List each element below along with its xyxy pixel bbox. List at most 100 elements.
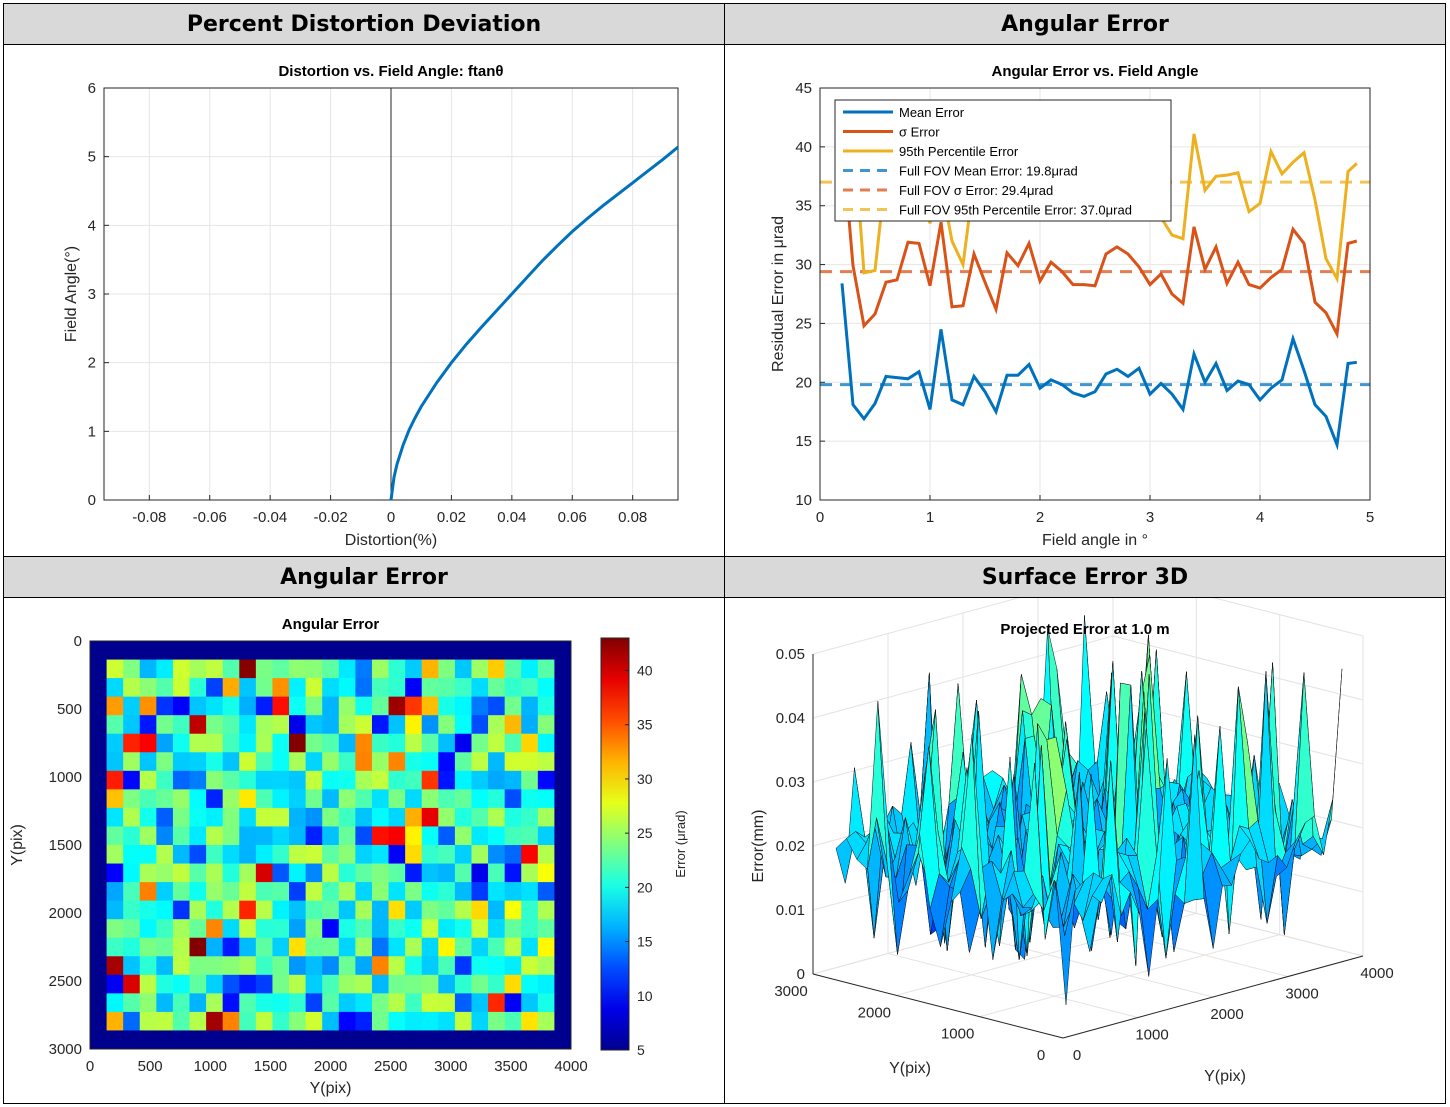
heatmap-cell: [322, 937, 340, 957]
heatmap-cell: [289, 715, 307, 735]
heatmap-cell: [272, 937, 290, 957]
x-tick-label: 3000: [1285, 986, 1318, 1003]
heatmap-cell: [106, 678, 124, 698]
y-tick-label: 3000: [49, 1041, 82, 1058]
heatmap-cell: [222, 733, 240, 753]
heatmap-cell: [504, 641, 522, 661]
x-tick-label: 0.02: [437, 509, 466, 526]
heatmap-cell: [454, 733, 472, 753]
heatmap-cell: [106, 770, 124, 790]
y-tick-label: 15: [795, 433, 812, 450]
heatmap-cell: [438, 845, 456, 865]
heatmap-cell: [537, 733, 555, 753]
heatmap-cell: [90, 919, 108, 939]
heatmap-cell: [438, 937, 456, 957]
surface-patches: [835, 615, 1343, 1005]
heatmap-cell: [322, 678, 340, 698]
heatmap-cell: [272, 845, 290, 865]
heatmap-cell: [272, 919, 290, 939]
heatmap-cell: [139, 696, 157, 716]
heatmap-cell: [388, 678, 406, 698]
heatmap-cell: [438, 752, 456, 772]
heatmap-cell: [206, 956, 224, 976]
heatmap-cell: [172, 1011, 191, 1031]
heatmap-cell: [172, 770, 191, 790]
heatmap-cell: [255, 993, 273, 1013]
heatmap-cell: [289, 882, 307, 902]
heatmap-cell: [421, 900, 439, 920]
heatmap-cell: [139, 882, 157, 902]
heatmap-cell: [222, 974, 240, 994]
heatmap-cell: [438, 974, 456, 994]
heatmap-cell: [405, 659, 423, 679]
heatmap-cell: [90, 752, 108, 772]
heatmap-cell: [355, 770, 373, 790]
heatmap-cell: [239, 845, 257, 865]
heatmap-cell: [206, 993, 224, 1013]
heatmap-cell: [206, 733, 224, 753]
heatmap-cell: [388, 863, 406, 883]
heatmap-cell: [355, 1030, 373, 1050]
heatmap-cell: [322, 882, 340, 902]
heatmap-cell: [504, 659, 522, 679]
heatmap-cell: [388, 733, 406, 753]
heatmap-cell: [504, 919, 522, 939]
heatmap-cell: [405, 807, 423, 827]
heatmap-cell: [222, 807, 240, 827]
heatmap-cell: [405, 937, 423, 957]
heatmap-cell: [355, 807, 373, 827]
heatmap-cell: [438, 882, 456, 902]
heatmap-cell: [272, 882, 290, 902]
y-gridline: [896, 598, 1197, 996]
heatmap-cell: [338, 863, 356, 883]
heatmap-cell: [90, 770, 108, 790]
heatmap-cell: [222, 1011, 240, 1031]
heatmap-cell: [438, 826, 456, 846]
axes-box: [89, 640, 572, 1050]
y-tick-label: 1500: [49, 837, 82, 854]
heatmap-cell: [405, 993, 423, 1013]
surface-error-3d-chart: 01000200030004000010002000300000.010.020…: [750, 598, 1394, 1085]
heatmap-cell: [388, 715, 406, 735]
heatmap-cell: [222, 882, 240, 902]
heatmap-cell: [338, 919, 356, 939]
heatmap-cell: [471, 770, 489, 790]
heatmap-cell: [438, 993, 456, 1013]
heatmap-cell: [255, 974, 273, 994]
heatmap-cell: [454, 863, 472, 883]
heatmap-cell: [388, 789, 406, 809]
heatmap-cell: [272, 770, 290, 790]
heatmap-cell: [488, 659, 506, 679]
heatmap-cell: [537, 863, 555, 883]
heatmap-cell: [438, 789, 456, 809]
heatmap-cell: [189, 733, 207, 753]
heatmap-cell: [189, 900, 207, 920]
x-tick-label: -0.08: [132, 509, 166, 526]
heatmap-cell: [454, 770, 472, 790]
heatmap-cell: [454, 807, 472, 827]
heatmap-cell: [123, 845, 141, 865]
heatmap-cell: [156, 659, 174, 679]
heatmap-cell: [222, 770, 240, 790]
header-top-left: Percent Distortion Deviation: [3, 3, 725, 45]
heatmap-cell: [239, 1011, 257, 1031]
heatmap-cell: [139, 733, 157, 753]
heatmap-cell: [554, 678, 572, 698]
heatmap-cell: [139, 678, 157, 698]
heatmap-cell: [371, 715, 390, 735]
heatmap-cell: [272, 752, 290, 772]
heatmap-cell: [123, 863, 141, 883]
heatmap-cell: [454, 993, 472, 1013]
heatmap-cell: [438, 678, 456, 698]
heatmap-cell: [305, 919, 323, 939]
heatmap-cell: [521, 882, 539, 902]
heatmap-cell: [421, 826, 439, 846]
colorbar-tick-label: 10: [637, 988, 653, 1004]
heatmap-cell: [305, 1011, 323, 1031]
heatmap-cell: [272, 807, 290, 827]
heatmap-cell: [338, 733, 356, 753]
heatmap-cell: [504, 937, 522, 957]
heatmap-cell: [239, 937, 257, 957]
heatmap-cell: [537, 1030, 555, 1050]
heatmap-cell: [156, 696, 174, 716]
